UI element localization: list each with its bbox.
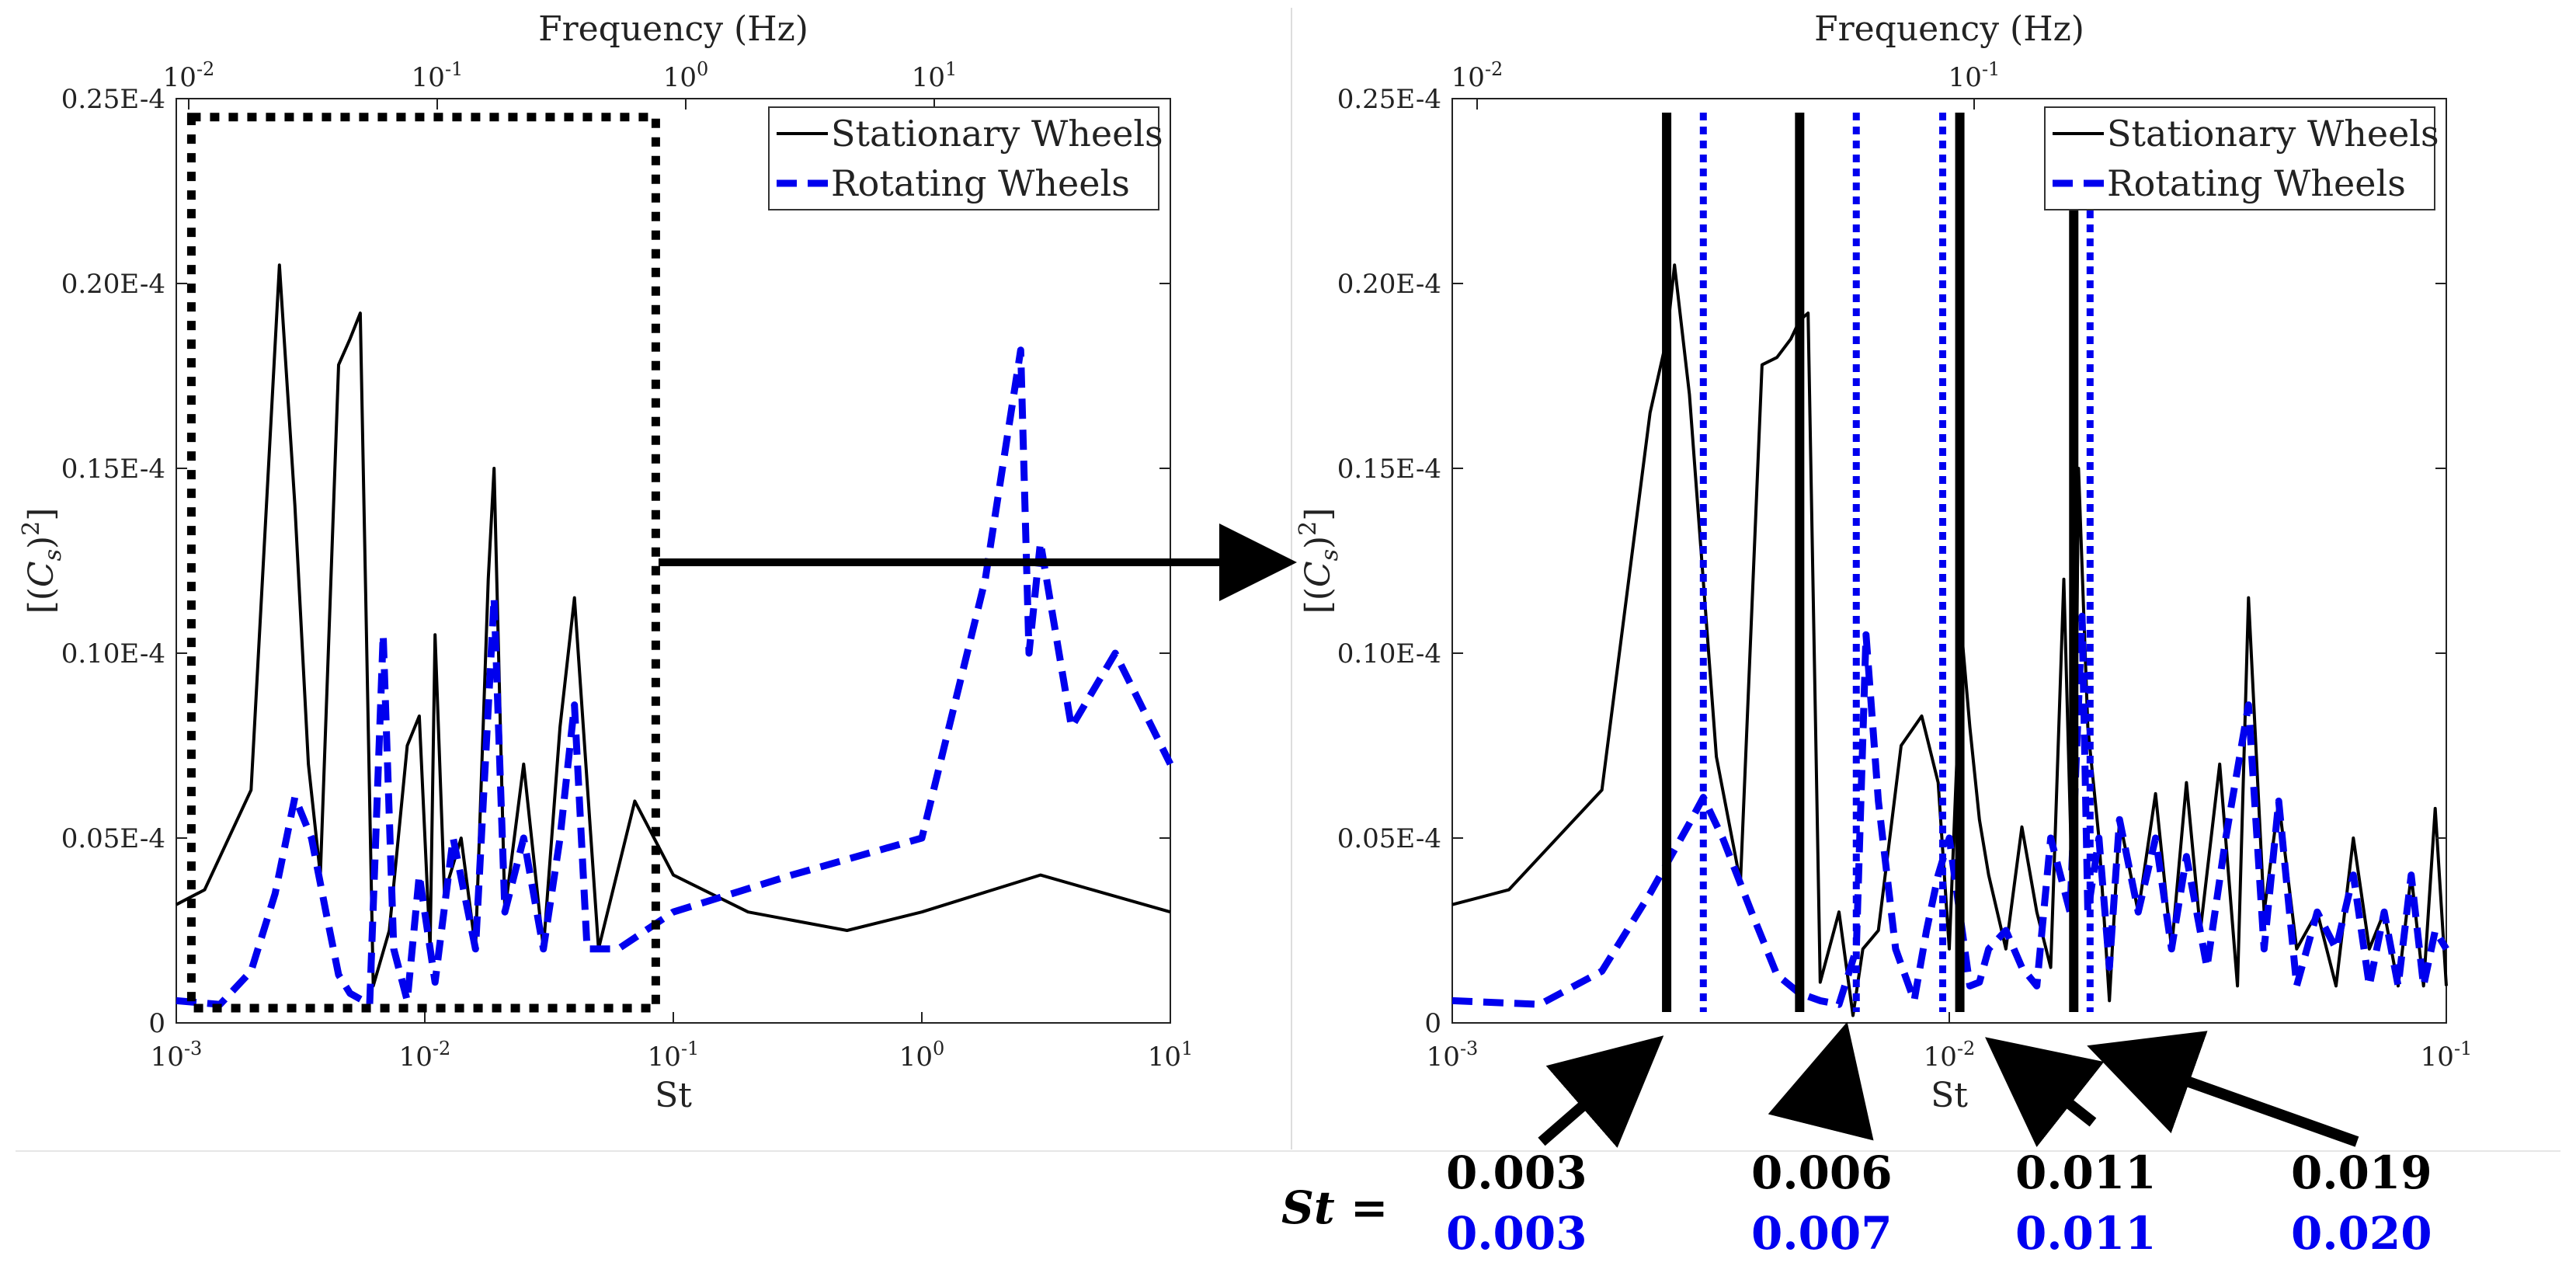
left-y-tick-label: 0.25E-4: [61, 84, 165, 115]
left-x-tick-label: 101: [1148, 1038, 1194, 1073]
st-rotating-value-1: 0.003: [1446, 1207, 1587, 1260]
right-chart-panel: 10-3 10-2 10-1 10-2 10-1 0 0.05E-4 0.10E-4 0.1…: [1295, 9, 2472, 1115]
st-stationary-value-4: 0.019: [2291, 1146, 2432, 1199]
right-x-axis-label: St: [1931, 1076, 1968, 1115]
left-top-tick-label: 10-2: [163, 58, 215, 93]
left-legend: Stationary Wheels Rotating Wheels: [768, 106, 1163, 210]
left-y-axis-label: [(Cs)2]: [18, 508, 67, 614]
right-top-axis-label: Frequency (Hz): [1814, 9, 2084, 49]
st-rotating-value-3: 0.011: [2015, 1207, 2157, 1260]
legend-label-rotating: Rotating Wheels: [2107, 162, 2406, 204]
annotation-arrow-2: [1768, 1021, 1874, 1141]
st-stationary-value-1: 0.003: [1446, 1146, 1587, 1199]
right-y-tick-label: 0.20E-4: [1337, 269, 1441, 300]
st-rotating-value-2: 0.007: [1751, 1207, 1893, 1260]
left-x-tick-label: 10-2: [399, 1038, 451, 1073]
right-x-tick-label: 10-1: [2421, 1038, 2473, 1073]
left-y-tick-label: 0.05E-4: [61, 823, 165, 854]
st-annotation: St = 0.003 0.006 0.011 0.019 0.003 0.007…: [1281, 1146, 2432, 1260]
st-equals-label: St =: [1281, 1181, 1388, 1234]
right-top-tick-label: 10-2: [1451, 58, 1504, 93]
annotation-arrow-4: [2087, 1031, 2359, 1147]
st-stationary-value-3: 0.011: [2015, 1146, 2157, 1199]
left-y-tick-label: 0: [148, 1008, 165, 1039]
left-x-tick-label: 100: [899, 1038, 945, 1073]
right-y-tick-label: 0.25E-4: [1337, 84, 1441, 115]
legend-label-stationary: Stationary Wheels: [2107, 113, 2439, 155]
right-y-tick-label: 0.10E-4: [1337, 638, 1441, 670]
annotation-arrow-3: [1985, 1037, 2105, 1147]
left-top-tick-label: 10-1: [412, 58, 464, 93]
right-series-stationary: [1451, 263, 2448, 1017]
left-top-axis-label: Frequency (Hz): [538, 9, 808, 49]
annotation-arrow-1: [1538, 1035, 1664, 1148]
right-y-axis-label: [(Cs)2]: [1295, 508, 1344, 614]
left-x-axis-label: St: [655, 1076, 692, 1115]
zoom-box: [186, 113, 660, 1013]
right-y-tick-label: 0.15E-4: [1337, 454, 1441, 485]
left-y-tick-label: 0.10E-4: [61, 638, 165, 670]
legend-label-rotating: Rotating Wheels: [831, 162, 1130, 204]
right-y-tick-label: 0: [1424, 1008, 1441, 1039]
left-top-tick-label: 101: [912, 58, 958, 93]
right-series-rotating: [1451, 612, 2449, 1008]
st-stationary-value-2: 0.006: [1751, 1146, 1893, 1199]
left-x-tick-label: 10-1: [648, 1038, 700, 1073]
right-x-tick-label: 10-2: [1924, 1038, 1976, 1073]
st-rotating-value-4: 0.020: [2291, 1207, 2432, 1260]
left-top-tick-label: 100: [663, 58, 709, 93]
right-x-tick-label: 10-3: [1427, 1038, 1479, 1073]
legend-label-stationary: Stationary Wheels: [831, 113, 1163, 155]
left-x-tick-label: 10-3: [151, 1038, 203, 1073]
right-y-tick-label: 0.05E-4: [1337, 823, 1441, 854]
annotation-arrows: [1538, 1021, 2359, 1148]
left-y-tick-label: 0.15E-4: [61, 454, 165, 485]
right-plot-area: [1451, 98, 2447, 1024]
left-series-rotating: [176, 346, 1174, 1008]
right-legend: Stationary Wheels Rotating Wheels: [2044, 106, 2439, 210]
left-y-tick-label: 0.20E-4: [61, 269, 165, 300]
right-top-tick-label: 10-1: [1949, 58, 2001, 93]
